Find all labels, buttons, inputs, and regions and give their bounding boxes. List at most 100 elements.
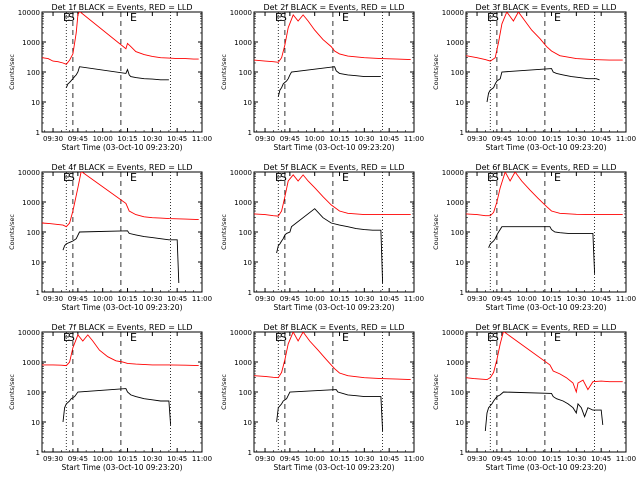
x-tick-label: 09:45 <box>280 455 300 463</box>
x-tick-label: 10:30 <box>566 295 586 303</box>
chart-title: Det 5f BLACK = Events, RED = LLD <box>263 163 404 172</box>
y-tick-label: 10 <box>455 259 464 267</box>
event-marker-label: E <box>554 11 561 24</box>
x-tick-label: 11:00 <box>192 455 212 463</box>
event-marker-label: E <box>487 171 494 184</box>
chart-title: Det 3f BLACK = Events, RED = LLD <box>475 3 616 12</box>
x-tick-label: 09:45 <box>492 295 512 303</box>
x-tick-label: 10:45 <box>591 455 611 463</box>
x-tick-label: 10:30 <box>566 135 586 143</box>
x-tick-label: 10:45 <box>167 135 187 143</box>
x-tick-label: 10:00 <box>305 295 325 303</box>
event-marker-label: S <box>68 171 75 184</box>
x-tick-label: 10:00 <box>517 135 537 143</box>
event-marker-label: E <box>275 11 282 24</box>
event-marker-label: E <box>130 11 137 24</box>
x-tick-label: 09:45 <box>280 135 300 143</box>
y-tick-label: 10 <box>243 419 252 427</box>
y-axis-label: Counts/sec <box>432 214 440 250</box>
events-series-line <box>277 66 381 97</box>
y-tick-label: 1 <box>460 449 464 457</box>
chart-panel: Det 5f BLACK = Events, RED = LLD 1 10 100 10… <box>220 163 424 312</box>
x-axis-label: Start Time (03-Oct-10 09:23:20) <box>273 463 394 472</box>
y-tick-label: 1000 <box>446 39 464 47</box>
y-tick-label: 100 <box>451 69 464 77</box>
x-tick-label: 10:00 <box>93 295 113 303</box>
y-tick-label: 10 <box>455 99 464 107</box>
y-tick-label: 10 <box>31 419 40 427</box>
x-tick-label: 11:00 <box>404 135 424 143</box>
x-tick-label: 10:30 <box>566 455 586 463</box>
x-tick-label: 09:30 <box>43 295 63 303</box>
y-axis-label: Counts/sec <box>220 54 228 90</box>
x-tick-label: 10:45 <box>379 135 399 143</box>
y-tick-label: 1 <box>248 289 252 297</box>
y-tick-label: 1000 <box>234 199 252 207</box>
x-tick-label: 10:00 <box>517 295 537 303</box>
event-marker-label: S <box>492 171 499 184</box>
event-marker-label: E <box>275 171 282 184</box>
x-tick-label: 10:15 <box>541 455 561 463</box>
x-tick-label: 10:45 <box>591 135 611 143</box>
x-tick-label: 10:15 <box>329 135 349 143</box>
y-axis-label: Counts/sec <box>432 374 440 410</box>
x-axis-label: Start Time (03-Oct-10 09:23:20) <box>61 143 182 152</box>
y-axis-label: Counts/sec <box>220 374 228 410</box>
lld-series-line <box>42 334 199 367</box>
chart-panel: Det 9f BLACK = Events, RED = LLD 1 10 100 10… <box>432 323 636 472</box>
y-tick-label: 1 <box>248 449 252 457</box>
y-tick-label: 1000 <box>22 39 40 47</box>
x-tick-label: 10:30 <box>142 295 162 303</box>
x-tick-label: 10:15 <box>329 295 349 303</box>
lld-series-line <box>466 332 623 394</box>
y-tick-label: 1000 <box>446 199 464 207</box>
x-tick-label: 10:15 <box>117 455 137 463</box>
y-tick-label: 100 <box>27 229 40 237</box>
chart-title: Det 9f BLACK = Events, RED = LLD <box>475 323 616 332</box>
y-tick-label: 10000 <box>442 9 464 17</box>
y-tick-label: 10000 <box>18 329 40 337</box>
x-tick-label: 09:30 <box>43 455 63 463</box>
x-tick-label: 10:45 <box>167 295 187 303</box>
lld-series-line <box>254 14 411 63</box>
events-series-line <box>486 68 600 103</box>
chart-panel: Det 6f BLACK = Events, RED = LLD 1 10 100 10… <box>432 163 636 312</box>
y-tick-label: 10 <box>455 419 464 427</box>
x-axis-label: Start Time (03-Oct-10 09:23:20) <box>273 143 394 152</box>
x-tick-label: 10:45 <box>379 455 399 463</box>
x-tick-label: 11:00 <box>404 455 424 463</box>
x-tick-label: 10:30 <box>142 455 162 463</box>
lld-series-line <box>466 12 623 62</box>
x-tick-label: 10:00 <box>517 455 537 463</box>
event-marker-label: E <box>63 11 70 24</box>
y-tick-label: 1 <box>460 289 464 297</box>
event-marker-label: E <box>342 331 349 344</box>
x-tick-label: 09:30 <box>255 135 275 143</box>
y-axis-label: Counts/sec <box>220 214 228 250</box>
y-axis-label: Counts/sec <box>8 374 16 410</box>
chart-title: Det 7f BLACK = Events, RED = LLD <box>51 323 192 332</box>
x-tick-label: 10:00 <box>93 455 113 463</box>
x-tick-label: 09:45 <box>68 295 88 303</box>
events-series-line <box>276 389 384 432</box>
chart-panel: Det 7f BLACK = Events, RED = LLD 1 10 100 10… <box>8 323 212 472</box>
y-tick-label: 10000 <box>442 169 464 177</box>
events-series-line <box>62 230 180 284</box>
x-tick-label: 11:00 <box>616 135 636 143</box>
y-tick-label: 100 <box>451 389 464 397</box>
x-tick-label: 10:30 <box>142 135 162 143</box>
y-tick-label: 1 <box>460 129 464 137</box>
chart-title: Det 8f BLACK = Events, RED = LLD <box>263 323 404 332</box>
x-tick-label: 11:00 <box>192 135 212 143</box>
lld-series-line <box>466 172 623 217</box>
x-tick-label: 09:45 <box>68 455 88 463</box>
y-tick-label: 100 <box>27 69 40 77</box>
lld-series-line <box>42 12 199 65</box>
events-series-line <box>276 208 384 284</box>
events-series-line <box>62 388 172 425</box>
chart-panel: Det 2f BLACK = Events, RED = LLD 1 10 100 10… <box>220 3 424 152</box>
x-tick-label: 09:30 <box>43 135 63 143</box>
event-marker-label: E <box>342 171 349 184</box>
y-tick-label: 100 <box>239 389 252 397</box>
x-tick-label: 10:00 <box>305 455 325 463</box>
